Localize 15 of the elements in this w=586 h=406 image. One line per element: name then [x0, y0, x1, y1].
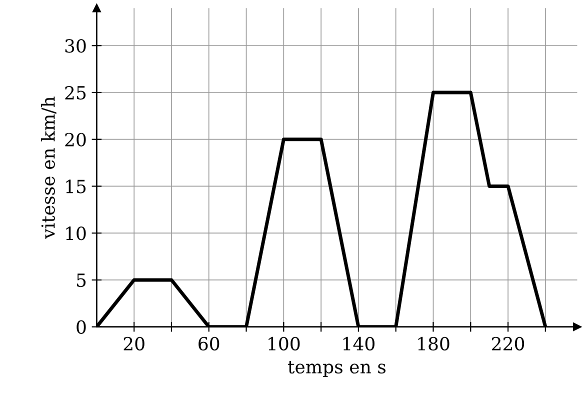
x-tick-label: 60 [198, 336, 220, 351]
x-tick-label: 20 [124, 336, 144, 351]
y-axis-title: vitesse en km/h [40, 96, 56, 239]
y-tick-label: 20 [65, 132, 86, 146]
x-tick-label: 220 [492, 336, 524, 351]
y-tick-label: 0 [76, 320, 86, 334]
y-tick-label: 5 [77, 274, 86, 288]
x-axis-title: temps en s [288, 361, 386, 378]
y-tick-label: 15 [66, 180, 86, 194]
y-tick-label: 30 [65, 39, 86, 53]
y-tick-label: 10 [66, 226, 86, 240]
y-tick-label: 25 [65, 86, 86, 100]
x-tick-label: 100 [268, 336, 300, 351]
x-tick-label: 140 [343, 336, 374, 351]
x-tick-label: 180 [418, 336, 450, 351]
